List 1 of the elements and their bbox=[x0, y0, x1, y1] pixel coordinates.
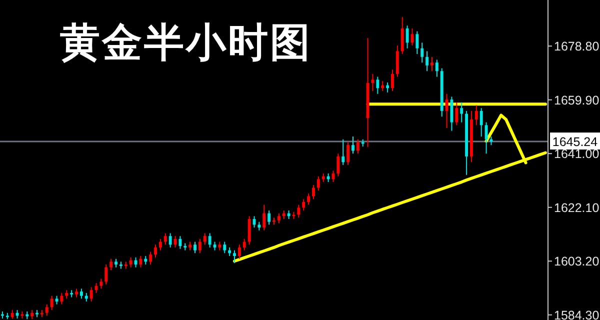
title: 黄金半小时图 bbox=[60, 21, 312, 65]
